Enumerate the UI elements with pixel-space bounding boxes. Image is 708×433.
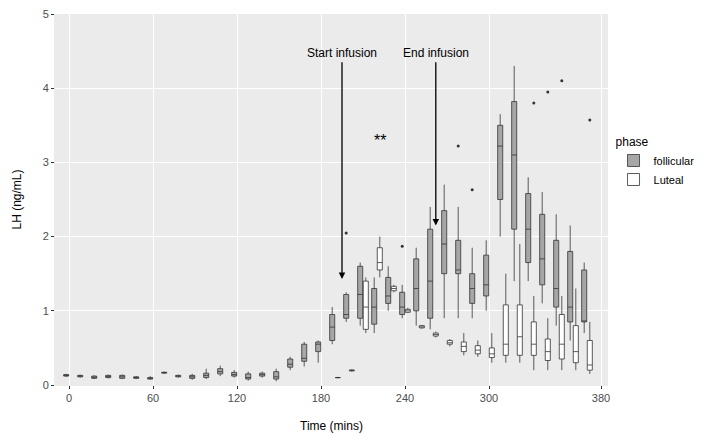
svg-text:Time (mins): Time (mins) bbox=[300, 419, 363, 433]
svg-text:2: 2 bbox=[43, 230, 49, 242]
svg-text:**: ** bbox=[374, 132, 386, 149]
svg-text:380: 380 bbox=[592, 392, 610, 404]
svg-text:Luteal: Luteal bbox=[654, 174, 684, 186]
svg-text:Start infusion: Start infusion bbox=[307, 46, 377, 60]
svg-text:3: 3 bbox=[43, 156, 49, 168]
svg-text:follicular: follicular bbox=[654, 155, 695, 167]
svg-text:120: 120 bbox=[228, 392, 246, 404]
svg-text:300: 300 bbox=[480, 392, 498, 404]
svg-text:5: 5 bbox=[43, 8, 49, 20]
svg-text:240: 240 bbox=[396, 392, 414, 404]
svg-text:phase: phase bbox=[616, 135, 649, 149]
svg-text:LH (ng/mL): LH (ng/mL) bbox=[10, 169, 24, 229]
svg-text:1: 1 bbox=[43, 305, 49, 317]
svg-text:180: 180 bbox=[312, 392, 330, 404]
svg-text:60: 60 bbox=[147, 392, 159, 404]
svg-text:0: 0 bbox=[43, 379, 49, 391]
svg-text:End infusion: End infusion bbox=[403, 46, 469, 60]
svg-text:4: 4 bbox=[43, 82, 49, 94]
svg-text:0: 0 bbox=[66, 392, 72, 404]
